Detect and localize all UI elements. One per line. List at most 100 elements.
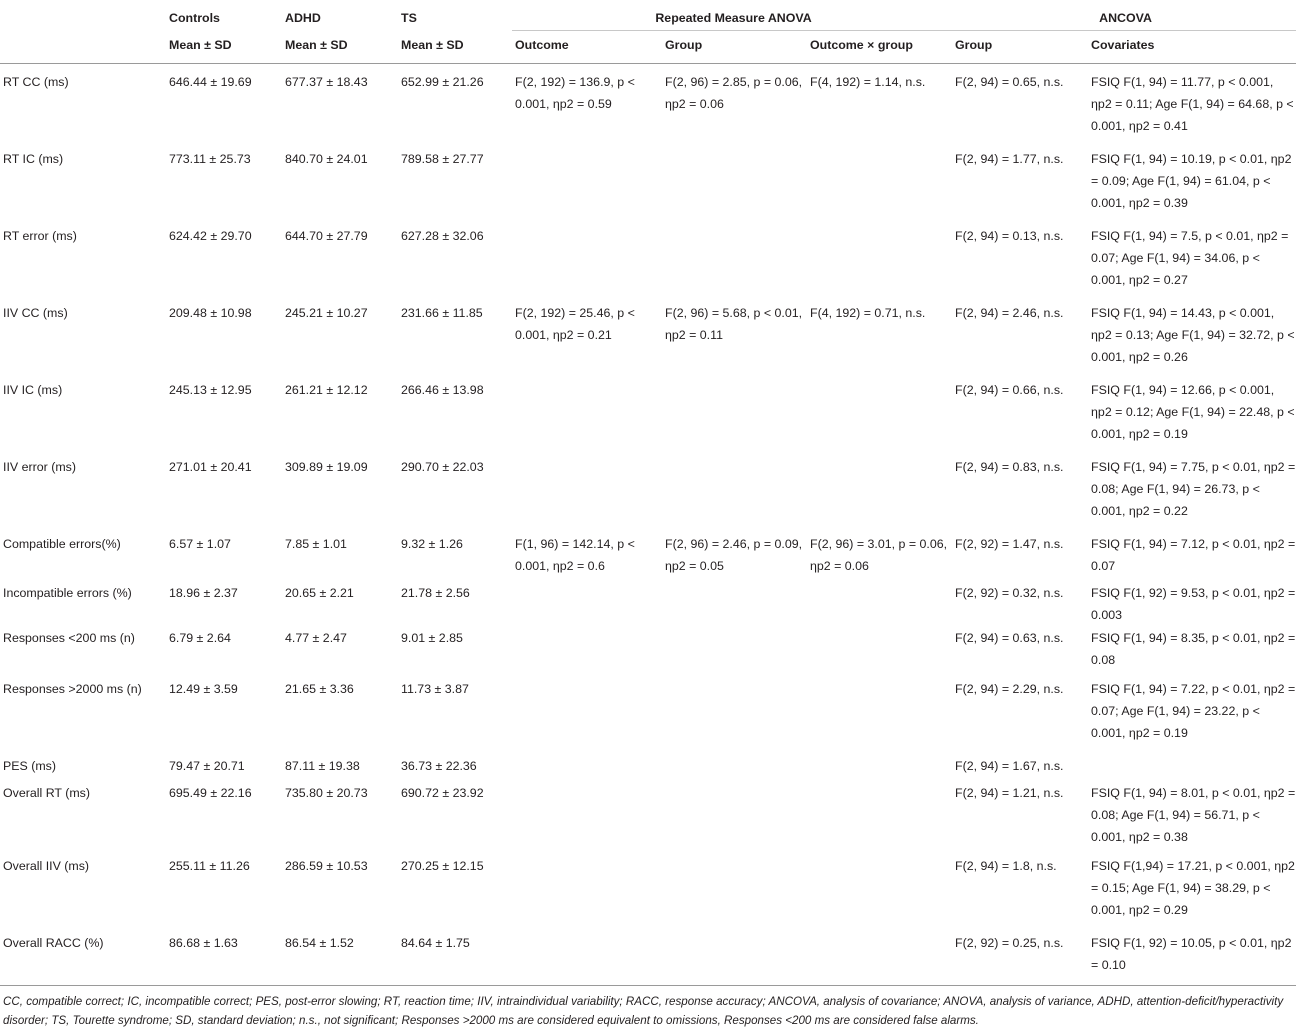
cell-adhd: 4.77 ± 2.47 (285, 631, 347, 645)
cell-group (662, 218, 807, 295)
cell-outcome-x-group: F(4, 192) = 1.14, n.s. (810, 75, 926, 89)
cell-group: F(2, 96) = 2.85, p = 0.06, ηp2 = 0.06 (665, 75, 803, 111)
cell-outcome: F(2, 192) = 25.46, p < 0.001, ηp2 = 0.21 (515, 306, 635, 342)
cell-controls: 646.44 ± 19.69 (169, 75, 252, 89)
cell-ancova-group: F(2, 94) = 1.67, n.s. (955, 759, 1064, 773)
cell-group (662, 141, 807, 218)
table-row: RT IC (ms) 773.11 ± 25.73 840.70 ± 24.01 78… (0, 141, 1296, 218)
cell-ts: 11.73 ± 3.87 (401, 682, 469, 696)
cell-outcome-x-group (807, 218, 952, 295)
table-row: Responses >2000 ms (n) 12.49 ± 3.59 21.65 … (0, 671, 1296, 748)
table-row: IIV IC (ms) 245.13 ± 12.95 261.21 ± 12.12 2… (0, 372, 1296, 449)
cell-group (662, 626, 807, 671)
cell-measure: IIV CC (ms) (3, 306, 68, 320)
cell-ancova-group: F(2, 92) = 0.32, n.s. (955, 586, 1064, 600)
cell-covariates: FSIQ F(1, 94) = 7.22, p < 0.01, ηp2 = 0.… (1091, 682, 1296, 740)
cell-adhd: 840.70 ± 24.01 (285, 152, 368, 166)
cell-outcome-x-group (807, 748, 952, 781)
subheader-empty (0, 30, 166, 64)
cell-adhd: 21.65 ± 3.36 (285, 682, 354, 696)
cell-covariates: FSIQ F(1, 94) = 11.77, p < 0.001, ηp2 = … (1091, 75, 1294, 133)
cell-covariates: FSIQ F(1, 92) = 9.53, p < 0.01, ηp2 = 0.… (1091, 586, 1296, 622)
cell-controls: 245.13 ± 12.95 (169, 383, 252, 397)
cell-outcome-x-group (807, 925, 953, 986)
cell-measure: Overall RACC (%) (0, 925, 166, 986)
cell-outcome-x-group (807, 372, 952, 449)
cell-group (662, 671, 807, 748)
cell-outcome-x-group (807, 671, 952, 748)
cell-covariates: FSIQ F(1, 94) = 10.19, p < 0.01, ηp2 = 0… (1091, 152, 1292, 210)
cell-group (662, 581, 807, 626)
cell-measure: Responses <200 ms (n) (3, 631, 135, 645)
table-row: RT CC (ms) 646.44 ± 19.69 677.37 ± 18.43 65… (0, 64, 1296, 142)
cell-outcome: F(1, 96) = 142.14, p < 0.001, ηp2 = 0.6 (515, 537, 635, 573)
cell-covariates: FSIQ F(1, 94) = 7.5, p < 0.01, ηp2 = 0.0… (1091, 229, 1289, 287)
cell-outcome (512, 781, 662, 848)
cell-outcome-x-group: F(2, 96) = 3.01, p = 0.06, ηp2 = 0.06 (810, 537, 948, 573)
cell-controls: 18.96 ± 2.37 (169, 586, 238, 600)
cell-group: F(2, 96) = 2.46, p = 0.09, ηp2 = 0.05 (665, 537, 803, 573)
header-repeated-measure-anova: Repeated Measure ANOVA (512, 0, 953, 31)
cell-outcome (512, 141, 662, 218)
cell-controls: 209.48 ± 10.98 (169, 306, 252, 320)
cell-ancova-group: F(2, 94) = 0.83, n.s. (955, 460, 1064, 474)
table-body: RT CC (ms) 646.44 ± 19.69 677.37 ± 18.43 65… (0, 64, 1296, 986)
cell-group: F(2, 96) = 5.68, p < 0.01, ηp2 = 0.11 (665, 306, 803, 342)
cell-outcome (512, 581, 662, 626)
cell-adhd: 286.59 ± 10.53 (285, 859, 368, 873)
cell-measure: RT IC (ms) (3, 152, 64, 166)
cell-covariates: FSIQ F(1, 94) = 8.01, p < 0.01, ηp2 = 0.… (1091, 786, 1296, 844)
table-header: Controls ADHD TS Repeated Measure ANOVA … (0, 0, 1296, 64)
table-row: Incompatible errors (%) 18.96 ± 2.37 20.65… (0, 581, 1296, 626)
cell-outcome: F(2, 192) = 136.9, p < 0.001, ηp2 = 0.59 (515, 75, 635, 111)
table-row: IIV CC (ms) 209.48 ± 10.98 245.21 ± 10.27 2… (0, 295, 1296, 372)
cell-controls: 6.79 ± 2.64 (169, 631, 231, 645)
cell-measure: IIV IC (ms) (3, 383, 63, 397)
cell-measure: Incompatible errors (%) (3, 586, 132, 600)
table-row: Overall RACC (%) 86.68 ± 1.63 86.54 ± 1.52… (0, 925, 1296, 986)
cell-adhd: 677.37 ± 18.43 (285, 75, 368, 89)
cell-covariates: FSIQ F(1,94) = 17.21, p < 0.001, ηp2 = 0… (1091, 859, 1295, 917)
cell-group (662, 449, 807, 526)
cell-measure: RT CC (ms) (3, 75, 69, 89)
cell-controls: 6.57 ± 1.07 (169, 537, 231, 551)
table-row: Compatible errors(%) 6.57 ± 1.07 7.85 ± 1.… (0, 526, 1296, 581)
cell-adhd: 87.11 ± 19.38 (285, 759, 360, 773)
cell-controls: 624.42 ± 29.70 (169, 229, 252, 243)
cell-adhd: 20.65 ± 2.21 (285, 586, 354, 600)
cell-group (662, 781, 807, 848)
cell-measure: PES (ms) (3, 759, 57, 773)
subheader-mean-sd-ts: Mean ± SD (398, 30, 512, 64)
cell-ancova-group: F(2, 94) = 2.46, n.s. (955, 306, 1064, 320)
cell-covariates: FSIQ F(1, 94) = 14.43, p < 0.001, ηp2 = … (1091, 306, 1295, 364)
cell-outcome-x-group: F(4, 192) = 0.71, n.s. (810, 306, 926, 320)
cell-group (662, 748, 807, 781)
cell-outcome-x-group (807, 848, 952, 925)
cell-covariates: FSIQ F(1, 94) = 8.35, p < 0.01, ηp2 = 0.… (1091, 631, 1296, 667)
cell-ancova-group: F(2, 94) = 0.65, n.s. (955, 75, 1064, 89)
cell-controls: 79.47 ± 20.71 (169, 759, 245, 773)
subheader-covariates: Covariates (1088, 30, 1296, 64)
cell-outcome (512, 626, 662, 671)
subheader-mean-sd-adhd: Mean ± SD (282, 30, 398, 64)
cell-group (662, 372, 807, 449)
cell-controls: 271.01 ± 20.41 (169, 460, 252, 474)
cell-ts: 690.72 ± 23.92 (401, 786, 484, 800)
cell-measure: IIV error (ms) (3, 460, 76, 474)
cell-outcome (512, 372, 662, 449)
table-row: Overall RT (ms) 695.49 ± 22.16 735.80 ± 20… (0, 781, 1296, 848)
cell-adhd: 245.21 ± 10.27 (285, 306, 368, 320)
cell-measure: Compatible errors(%) (3, 537, 121, 551)
cell-group (662, 925, 807, 986)
cell-group (662, 848, 807, 925)
cell-outcome (512, 218, 662, 295)
cell-ts: 84.64 ± 1.75 (398, 925, 512, 986)
cell-ancova-group: F(2, 92) = 0.25, n.s. (952, 925, 1089, 986)
cell-outcome-x-group (807, 449, 952, 526)
cell-outcome (512, 848, 662, 925)
cell-controls: 255.11 ± 11.26 (169, 859, 250, 873)
cell-measure: RT error (ms) (3, 229, 77, 243)
table-row: PES (ms) 79.47 ± 20.71 87.11 ± 19.38 36.73 … (0, 748, 1296, 781)
header-controls: Controls (169, 11, 220, 25)
cell-ts: 627.28 ± 32.06 (401, 229, 484, 243)
